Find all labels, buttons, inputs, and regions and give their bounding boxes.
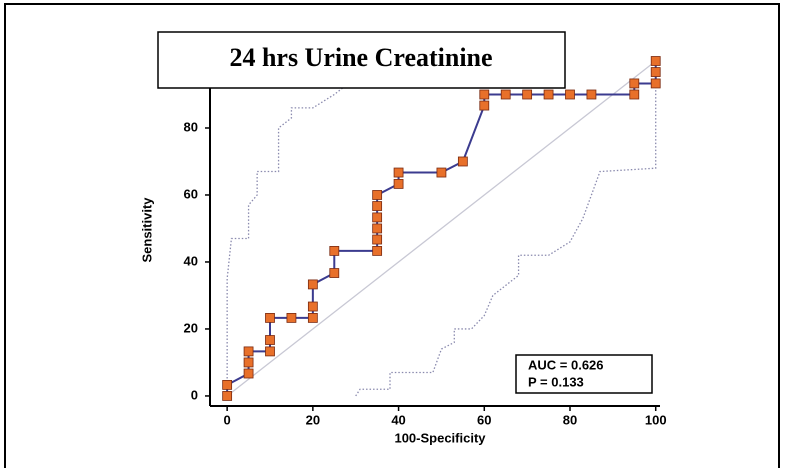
- data-point: [479, 100, 490, 111]
- data-point: [243, 357, 254, 368]
- data-point: [329, 268, 340, 278]
- data-point: [629, 89, 640, 100]
- y-tick-label: 20: [184, 320, 198, 335]
- data-point: [372, 190, 383, 200]
- data-point: [565, 89, 575, 100]
- reference-line: [355, 61, 657, 397]
- y-axis-label: Sensitivity: [139, 197, 154, 263]
- data-point: [436, 167, 447, 178]
- data-point: [372, 223, 383, 234]
- data-point: [222, 379, 233, 390]
- plot-area: 0 20 40 60 80 0 20 40 60 80 100: [184, 56, 667, 427]
- p-text: P = 0.133: [528, 374, 584, 389]
- reference-line: [226, 60, 657, 397]
- x-tick-label: 0: [224, 412, 231, 427]
- data-point: [372, 246, 383, 256]
- data-point: [286, 313, 297, 323]
- auc-text: AUC = 0.626: [528, 357, 604, 372]
- data-point: [372, 212, 383, 223]
- stats-box: [515, 354, 653, 394]
- data-point: [393, 167, 404, 178]
- data-point: [650, 67, 661, 77]
- data-point: [307, 313, 318, 323]
- x-tick-label: 40: [391, 412, 405, 427]
- title-box: [157, 31, 566, 89]
- data-point: [307, 301, 318, 312]
- y-tick-label: 80: [184, 119, 198, 134]
- data-point: [500, 89, 511, 100]
- data-point: [650, 56, 661, 66]
- data-point: [243, 368, 254, 379]
- data-point: [243, 346, 254, 357]
- data-point: [650, 78, 661, 89]
- data-point: [393, 179, 404, 189]
- chart-title: 24 hrs Urine Creatinine: [229, 43, 492, 72]
- data-point: [479, 89, 490, 100]
- x-tick-label: 100: [645, 412, 667, 427]
- x-axis-label: 100-Specificity: [394, 430, 486, 445]
- reference-line: [226, 60, 357, 396]
- data-point: [265, 346, 275, 357]
- data-point: [586, 89, 597, 100]
- x-tick-label: 20: [306, 412, 320, 427]
- data-point: [265, 313, 275, 323]
- y-tick-label: 60: [184, 186, 198, 201]
- y-tick-label: 0: [191, 387, 198, 402]
- data-point: [457, 156, 468, 167]
- data-point: [372, 234, 383, 245]
- data-point: [522, 89, 533, 100]
- y-tick-label: 40: [184, 253, 198, 268]
- data-point: [222, 391, 233, 401]
- data-point: [629, 78, 640, 89]
- data-point: [265, 335, 275, 345]
- x-tick-label: 80: [563, 412, 577, 427]
- data-point: [372, 201, 383, 211]
- data-point: [329, 246, 340, 256]
- x-tick-label: 60: [477, 412, 491, 427]
- data-point: [307, 279, 318, 290]
- data-point: [543, 89, 554, 100]
- frame: [4, 3, 780, 473]
